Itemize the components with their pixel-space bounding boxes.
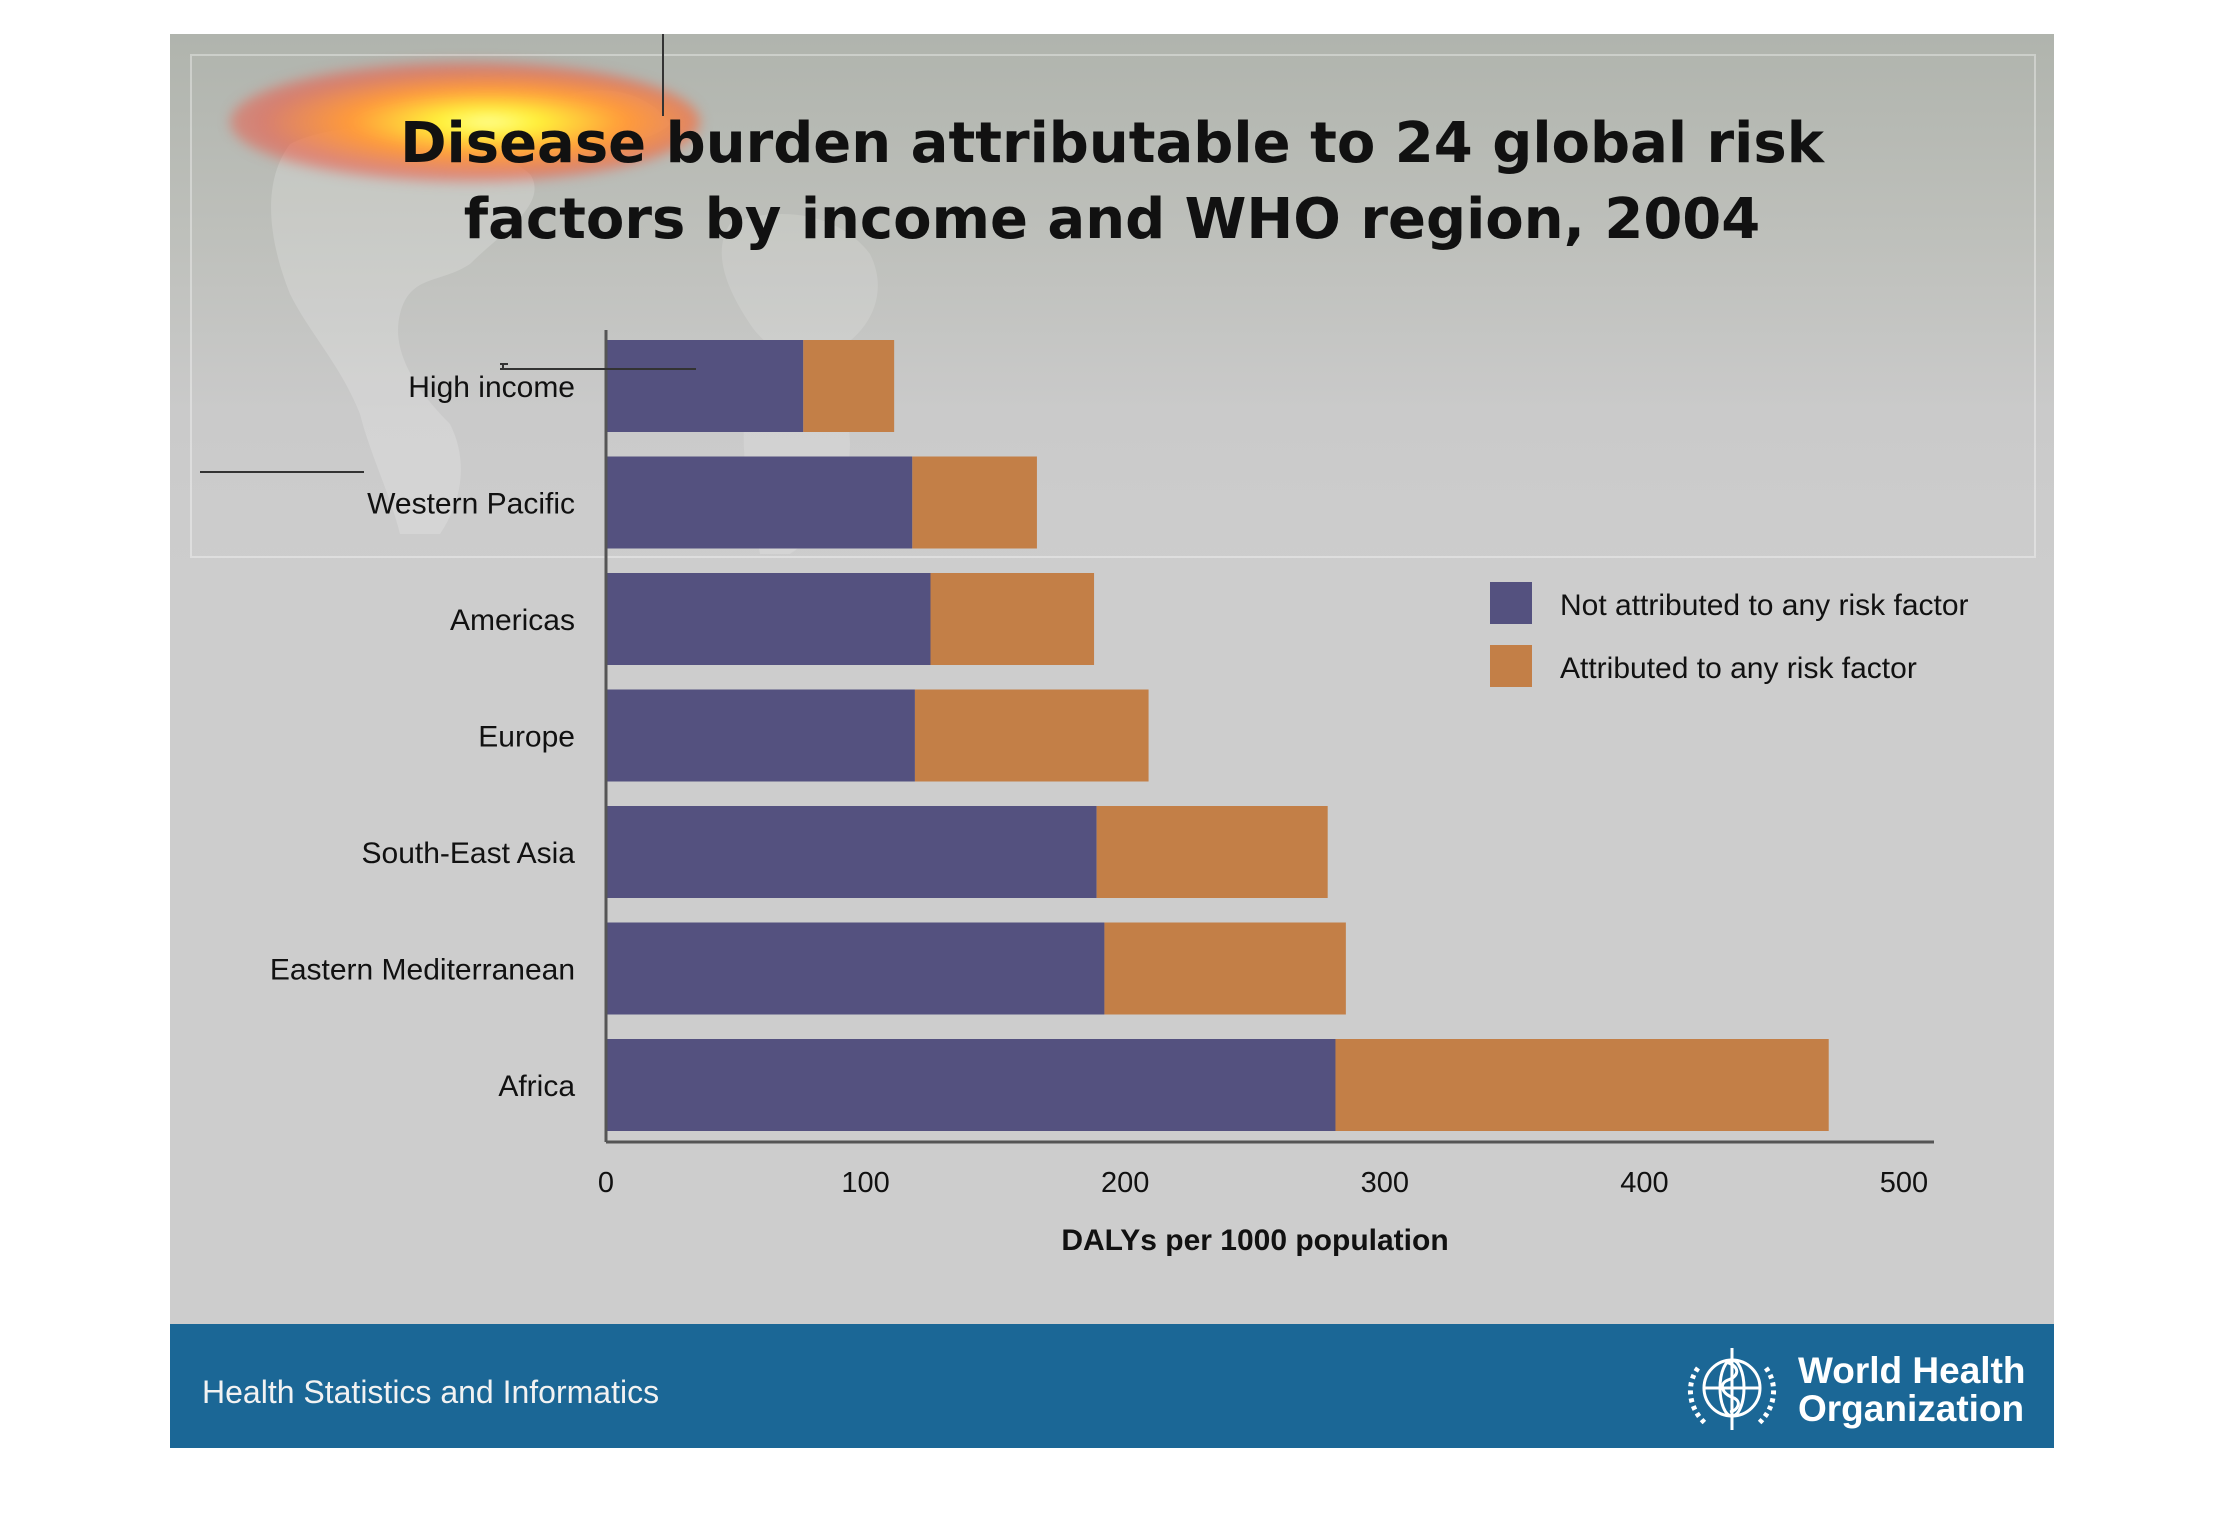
bar-attributed-4	[1096, 806, 1328, 898]
bar-attributed-6	[1335, 1039, 1829, 1131]
legend-label: Attributed to any risk factor	[1560, 652, 1917, 685]
legend: Not attributed to any risk factor Attribu…	[1490, 582, 1969, 687]
category-label: High income	[408, 371, 575, 404]
x-tick-label: 100	[841, 1167, 889, 1199]
slide: Disease burden attributable to 24 global…	[170, 34, 2054, 1448]
glow-highlight	[230, 62, 700, 182]
category-label: South-East Asia	[362, 837, 576, 870]
bar-chart: High income Western Pacific Americas Europe…	[270, 330, 1969, 1257]
x-tick-labels: 0 100 200 300 400 500	[598, 1167, 1928, 1199]
bar-not-attributed-6	[606, 1039, 1336, 1131]
stray-tick-mark-2	[500, 363, 508, 365]
legend-label: Not attributed to any risk factor	[1560, 589, 1969, 622]
footer-department-text: Health Statistics and Informatics	[202, 1374, 660, 1410]
slide-title: Disease burden attributable to 24 global…	[170, 106, 2054, 258]
category-labels: High income Western Pacific Americas Europe…	[270, 371, 575, 1103]
title-line-2: factors by income and WHO region, 2004	[463, 187, 1761, 252]
x-tick-label: 0	[598, 1167, 614, 1199]
bars-group	[606, 340, 1829, 1131]
stray-vertical-line	[662, 34, 664, 116]
x-axis-label: DALYs per 1000 population	[1061, 1224, 1448, 1257]
stray-tick-mark	[502, 363, 504, 369]
bar-not-attributed-2	[606, 573, 931, 665]
bar-attributed-0	[803, 340, 895, 432]
who-name-line-1: World Health	[1798, 1350, 2026, 1391]
legend-swatch	[1490, 645, 1532, 687]
bar-not-attributed-4	[606, 806, 1097, 898]
who-wordmark: World Health Organization	[1798, 1352, 2028, 1428]
world-map-background	[170, 34, 2054, 574]
bar-not-attributed-5	[606, 922, 1105, 1015]
category-label: Eastern Mediterranean	[270, 954, 575, 987]
title-line-1: Disease burden attributable to 24 global…	[400, 111, 1824, 176]
bar-attributed-3	[914, 689, 1149, 782]
x-tick-label: 400	[1620, 1167, 1668, 1199]
bar-not-attributed-1	[606, 456, 913, 549]
footer-bar: Health Statistics and Informatics World …	[170, 1324, 2054, 1448]
stray-horizontal-line	[500, 368, 696, 370]
bar-attributed-5	[1104, 922, 1346, 1015]
bar-attributed-1	[912, 456, 1037, 549]
x-tick-label: 200	[1101, 1167, 1149, 1199]
bar-not-attributed-3	[606, 689, 915, 782]
map-frame	[190, 54, 2036, 558]
legend-swatch	[1490, 582, 1532, 624]
category-label: Africa	[498, 1070, 575, 1103]
who-name-line-2: Organization	[1798, 1388, 2025, 1429]
x-tick-label: 500	[1880, 1167, 1928, 1199]
x-tick-label: 300	[1361, 1167, 1409, 1199]
category-label: Americas	[450, 604, 575, 637]
bar-attributed-2	[930, 573, 1095, 665]
bar-not-attributed-0	[606, 340, 804, 432]
category-label: Western Pacific	[367, 488, 575, 521]
category-label: Europe	[478, 721, 575, 754]
who-emblem-icon	[1687, 1348, 1777, 1430]
stray-horizontal-line-2	[200, 471, 364, 473]
